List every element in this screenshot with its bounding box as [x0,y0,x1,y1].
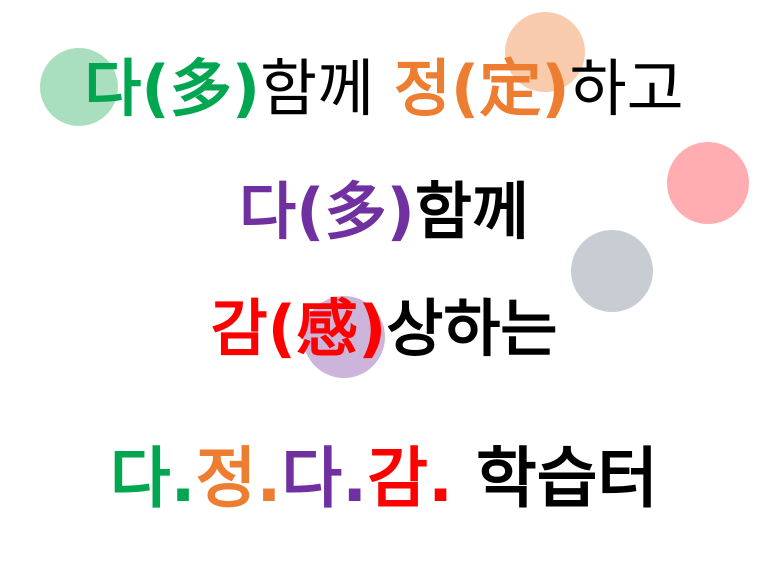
word-and-do: 하고 [569,52,684,125]
word-appreciating: 상하는 [386,292,558,365]
decorative-circle-peach [505,12,585,92]
brand-jeong: 정. [195,440,282,517]
brand-da-1: 다. [109,440,196,517]
brand-gam: 감. [367,440,454,517]
word-gam-feeling: 감(感) [210,292,387,365]
decorative-circle-green [40,48,118,126]
word-together: 함께 [414,175,529,248]
brand-da-2: 다. [281,440,368,517]
brand-learning-place: 학습터 [453,440,659,517]
word-da-many: 다(多) [239,175,415,248]
word-jeong-fixed: 정(定) [393,52,570,125]
slogan-line-2: 다(多)함께 [0,181,768,243]
brand-title: 다.정.다.감. 학습터 [0,446,768,512]
word-da-many: 다(多) [84,52,261,125]
decorative-circle-lavender [303,296,385,378]
word-together: 함께 [260,52,394,125]
slogan-line-3: 감(感)상하는 [0,298,768,360]
decorative-circle-pink [667,142,749,224]
decorative-circle-gray [571,230,653,312]
slogan-line-1: 다(多)함께 정(定)하고 [0,58,768,120]
